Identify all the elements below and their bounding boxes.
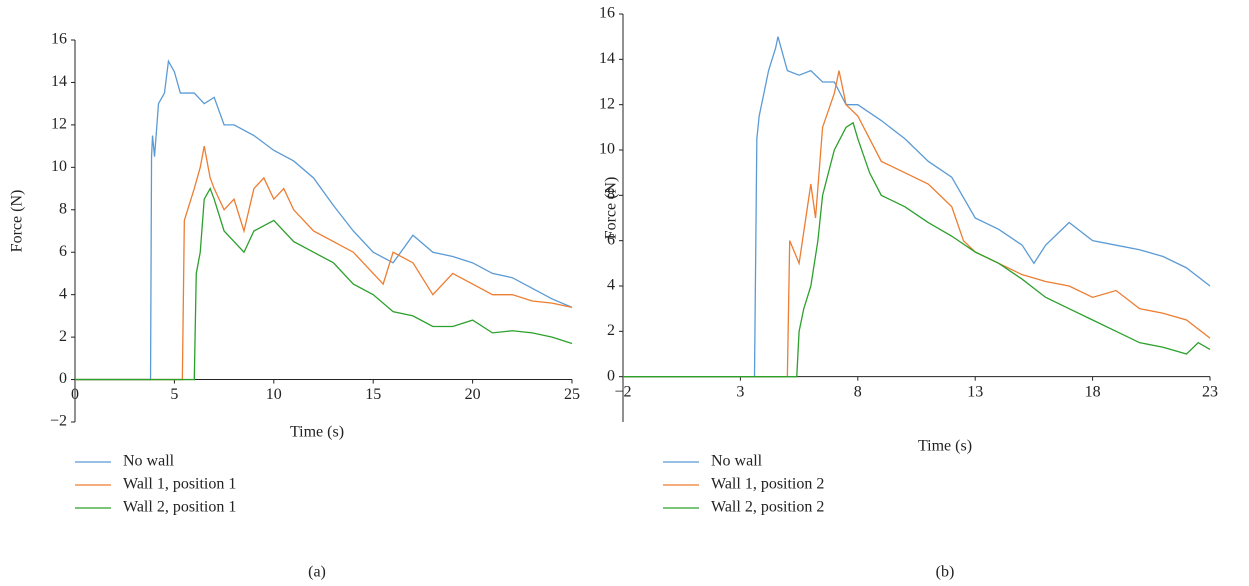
y-tick-label: 2 bbox=[59, 328, 67, 345]
x-tick-label: 5 bbox=[170, 386, 178, 403]
y-tick-label: 12 bbox=[51, 116, 67, 133]
data-line bbox=[75, 145, 573, 381]
y-axis-title: Force (N) bbox=[9, 190, 26, 253]
y-axis-title: Force (N) bbox=[603, 177, 620, 240]
y-tick-label: 14 bbox=[51, 73, 67, 90]
data-line bbox=[75, 187, 573, 381]
x-axis-title: Time (s) bbox=[918, 438, 972, 455]
legend-label: Wall 2, position 2 bbox=[711, 499, 824, 516]
x-tick-label: 18 bbox=[1085, 383, 1101, 400]
y-tick-label: 10 bbox=[599, 141, 615, 158]
x-tick-label: 13 bbox=[967, 383, 983, 400]
x-tick-label: 23 bbox=[1202, 383, 1218, 400]
legend-label: Wall 1, position 1 bbox=[123, 476, 236, 493]
y-tick-label: 0 bbox=[607, 367, 615, 384]
y-tick-label: 14 bbox=[599, 50, 615, 67]
x-tick-label: 3 bbox=[736, 383, 744, 400]
data-line bbox=[75, 59, 573, 381]
y-tick-label: −2 bbox=[50, 413, 67, 430]
data-line bbox=[623, 70, 1211, 378]
x-tick-label: 25 bbox=[564, 386, 580, 403]
data-line bbox=[623, 121, 1211, 378]
y-tick-label: 6 bbox=[607, 231, 615, 248]
y-tick-label: 4 bbox=[607, 277, 615, 294]
legend-label: No wall bbox=[711, 453, 763, 470]
y-tick-label: 16 bbox=[599, 5, 615, 22]
data-line bbox=[623, 36, 1211, 378]
legend-label: No wall bbox=[123, 453, 175, 470]
x-tick-label: 15 bbox=[365, 386, 381, 403]
caption: (a) bbox=[308, 564, 326, 581]
x-tick-label: 8 bbox=[854, 383, 862, 400]
x-tick-label: 20 bbox=[465, 386, 481, 403]
x-tick-label: −2 bbox=[614, 383, 631, 400]
y-tick-label: 2 bbox=[607, 322, 615, 339]
y-tick-label: 4 bbox=[59, 285, 67, 302]
y-tick-label: 6 bbox=[59, 243, 67, 260]
y-tick-label: 12 bbox=[599, 95, 615, 112]
y-tick-label: 10 bbox=[51, 158, 67, 175]
caption: (b) bbox=[936, 564, 955, 581]
y-tick-label: 8 bbox=[59, 200, 67, 217]
x-tick-label: 10 bbox=[266, 386, 282, 403]
y-tick-label: 16 bbox=[51, 31, 67, 48]
x-axis-title: Time (s) bbox=[290, 424, 344, 441]
y-tick-label: 8 bbox=[607, 186, 615, 203]
x-tick-label: 0 bbox=[71, 386, 79, 403]
legend-label: Wall 2, position 1 bbox=[123, 499, 236, 516]
y-tick-label: 0 bbox=[59, 370, 67, 387]
legend-label: Wall 1, position 2 bbox=[711, 476, 824, 493]
